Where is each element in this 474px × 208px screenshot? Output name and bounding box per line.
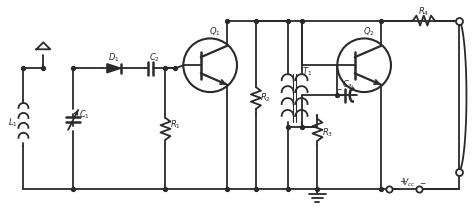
Text: $D_1$: $D_1$ [108, 51, 119, 64]
Text: $T_1$: $T_1$ [302, 66, 313, 78]
Text: $R_3$: $R_3$ [322, 126, 333, 139]
Polygon shape [107, 64, 121, 73]
Text: $-$: $-$ [419, 177, 427, 186]
Text: $-$: $-$ [335, 84, 342, 93]
Text: $C_2$: $C_2$ [149, 51, 160, 64]
Text: $V_{cc}$: $V_{cc}$ [402, 176, 415, 189]
Text: $R_4$: $R_4$ [418, 5, 429, 18]
Text: $+$: $+$ [399, 176, 407, 187]
Text: $R_1$: $R_1$ [170, 119, 181, 131]
Text: $+$: $+$ [348, 83, 356, 93]
Text: $Q_2$: $Q_2$ [363, 25, 375, 38]
Text: $Q_1$: $Q_1$ [210, 25, 221, 38]
Text: $C_1$: $C_1$ [79, 109, 90, 121]
Text: $R_2$: $R_2$ [260, 92, 271, 104]
Text: $L_1$: $L_1$ [8, 117, 18, 129]
Text: $C_3$: $C_3$ [342, 79, 353, 91]
